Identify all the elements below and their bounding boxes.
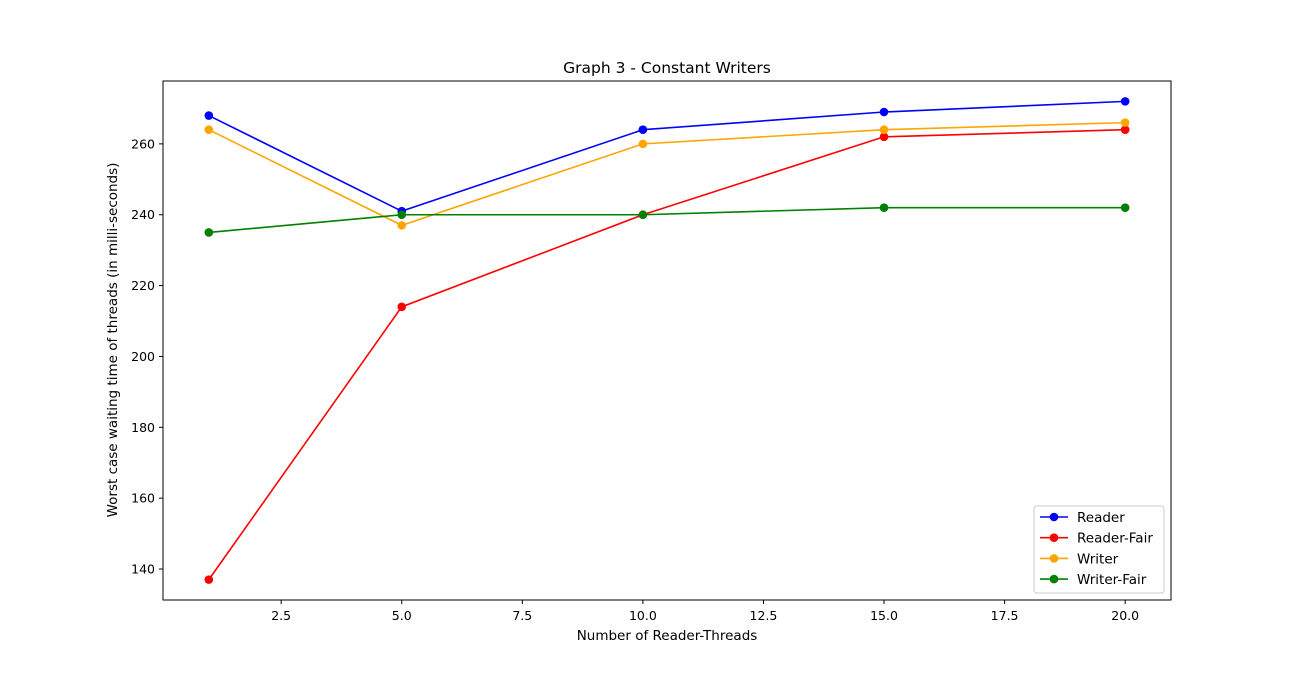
data-point-writer bbox=[879, 125, 889, 135]
data-point-writer bbox=[204, 125, 214, 135]
x-tick-label: 10.0 bbox=[629, 608, 657, 623]
legend-marker bbox=[1049, 554, 1059, 563]
legend-marker bbox=[1049, 533, 1059, 542]
x-tick-label: 5.0 bbox=[392, 608, 412, 623]
data-point-writer bbox=[638, 139, 648, 149]
plot-frame bbox=[162, 80, 1172, 601]
chart-title: Graph 3 - Constant Writers bbox=[563, 59, 771, 77]
data-point-reader-fair bbox=[397, 302, 407, 312]
data-point-writer bbox=[1120, 118, 1130, 127]
data-point-writer-fair bbox=[638, 210, 648, 220]
data-point-reader bbox=[204, 111, 214, 120]
y-tick-label: 220 bbox=[131, 278, 155, 293]
data-point-reader-fair bbox=[204, 575, 214, 584]
y-tick-label: 180 bbox=[131, 420, 155, 435]
x-axis-label: Number of Reader-Threads bbox=[577, 628, 758, 644]
x-tick-label: 12.5 bbox=[750, 608, 778, 623]
y-tick-label: 160 bbox=[131, 491, 155, 506]
x-tick-label: 15.0 bbox=[870, 608, 898, 623]
legend-marker bbox=[1049, 512, 1059, 522]
data-point-writer bbox=[397, 221, 407, 230]
y-tick-label: 260 bbox=[131, 136, 155, 151]
legend-marker bbox=[1049, 574, 1059, 584]
x-tick-label: 2.5 bbox=[271, 608, 291, 623]
data-point-writer-fair bbox=[397, 210, 407, 220]
x-tick-label: 20.0 bbox=[1111, 608, 1139, 623]
x-tick-label: 17.5 bbox=[991, 608, 1019, 623]
legend: Reader Reader-Fair Writer Writer-Fair bbox=[1033, 505, 1165, 594]
y-axis-label: Worst case waiting time of threads (in m… bbox=[105, 163, 121, 518]
data-point-reader bbox=[879, 107, 889, 117]
y-tick-label: 200 bbox=[131, 349, 155, 364]
data-point-writer-fair bbox=[204, 228, 214, 237]
legend-label: Reader bbox=[1077, 510, 1125, 526]
data-point-reader-fair bbox=[1120, 125, 1130, 135]
data-point-writer-fair bbox=[879, 203, 889, 212]
data-point-reader-fair bbox=[879, 132, 889, 142]
x-tick-label: 7.5 bbox=[512, 608, 532, 623]
legend-label: Reader-Fair bbox=[1077, 531, 1153, 547]
data-point-reader bbox=[1120, 97, 1130, 106]
data-point-reader bbox=[638, 125, 648, 135]
plot-area: 2.5 5.0 7.5 10.0 12.5 15.0 17.5 20.0 140 160 180 20… bbox=[131, 80, 1172, 623]
y-tick-label: 140 bbox=[131, 562, 155, 577]
legend-box bbox=[1033, 505, 1165, 594]
legend-label: Writer bbox=[1077, 551, 1119, 567]
legend-label: Writer-Fair bbox=[1077, 572, 1147, 588]
y-tick-label: 240 bbox=[131, 207, 155, 222]
data-point-writer-fair bbox=[1120, 203, 1130, 212]
